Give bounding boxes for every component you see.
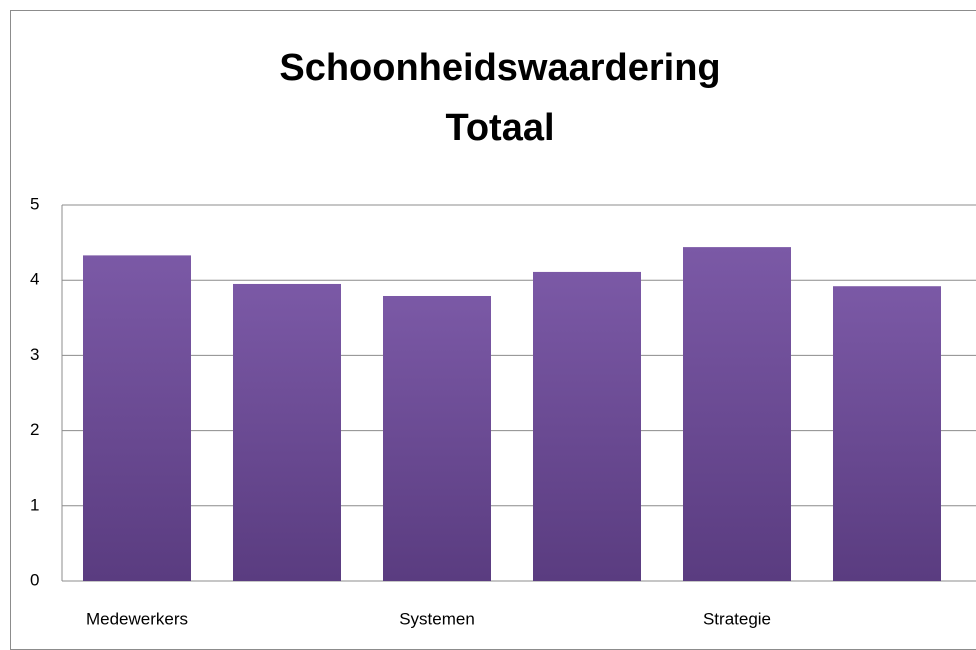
page: {"chart_data": {"type": "bar", "title": … — [10, 10, 976, 650]
y-tick-label: 5 — [30, 194, 39, 213]
bar — [833, 286, 941, 581]
y-tick-label: 2 — [30, 420, 39, 439]
x-tick-label: Strategie — [703, 609, 771, 628]
bar — [233, 283, 341, 581]
y-tick-label: 3 — [30, 345, 39, 364]
y-tick-label: 1 — [30, 495, 39, 514]
chart-title: Schoonheidswaardering Totaal — [279, 47, 721, 149]
bar — [83, 255, 191, 581]
x-tick-label: Systemen — [399, 609, 475, 628]
x-tick-label: Medewerkers — [86, 609, 188, 628]
y-tick-label: 4 — [30, 270, 39, 289]
bar — [383, 295, 491, 581]
chart: 0 1 2 3 4 5 Medewerkers Systemen Strategie — [30, 194, 976, 628]
y-tick-label: 0 — [30, 570, 39, 589]
bar — [683, 247, 791, 581]
bar — [533, 271, 641, 581]
